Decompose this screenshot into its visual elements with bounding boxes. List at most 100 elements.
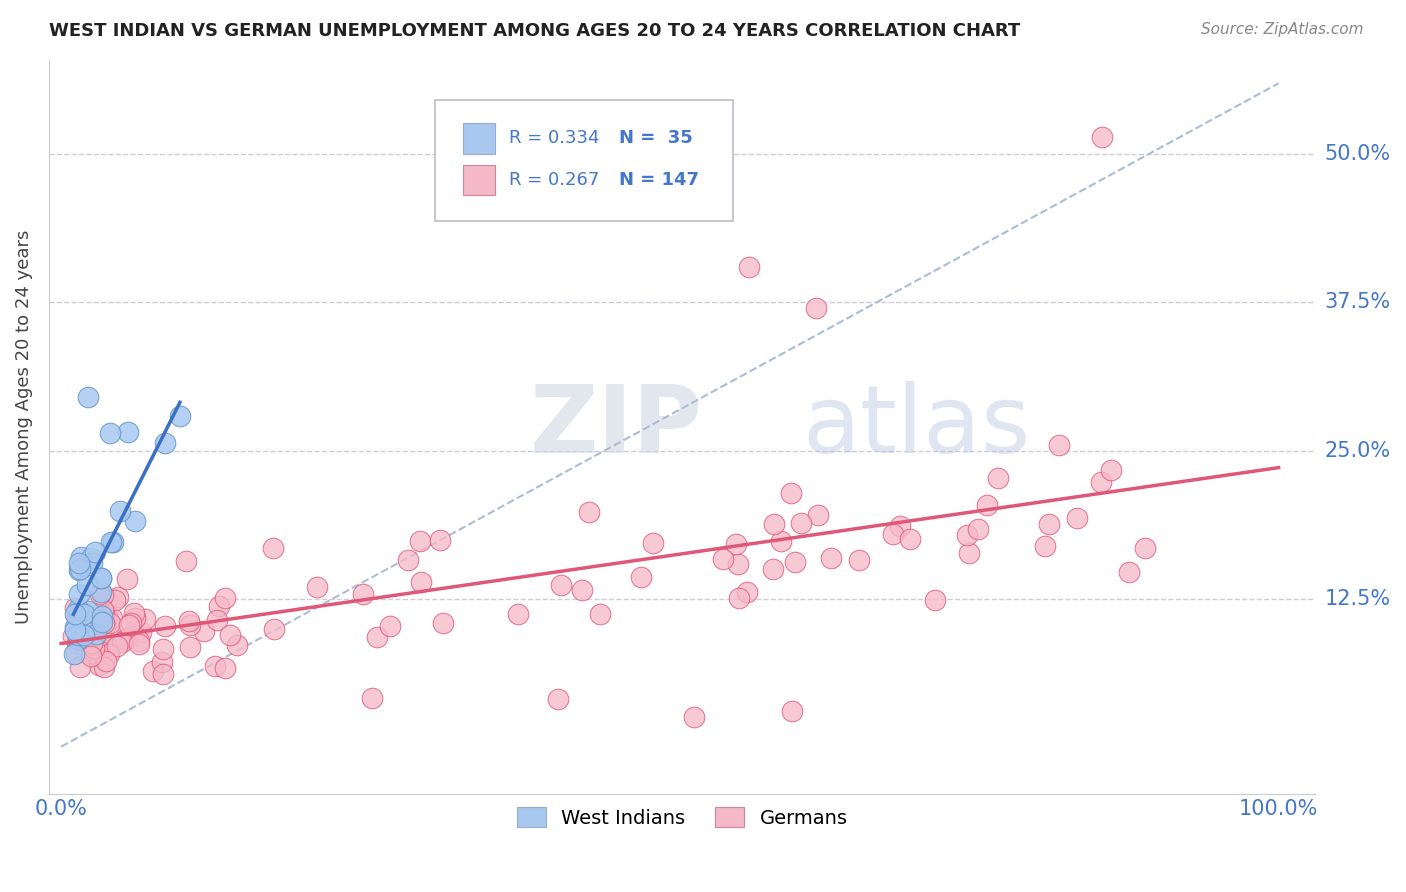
Point [105, 639, 128, 653]
Point [76, 604, 98, 618]
Point [889, 519, 911, 533]
Point [956, 527, 979, 541]
Point [152, 641, 174, 656]
Point [262, 541, 284, 556]
Point [1066, 511, 1088, 525]
Point [93, 659, 115, 673]
Point [73, 607, 96, 622]
Point [63, 620, 86, 634]
Point [153, 436, 176, 450]
Point [506, 607, 529, 622]
Point [683, 710, 706, 724]
Point [80, 556, 103, 570]
Y-axis label: Unemployment Among Ages 20 to 24 years: Unemployment Among Ages 20 to 24 years [15, 229, 32, 624]
Point [589, 607, 612, 622]
Point [89, 587, 111, 601]
Point [779, 486, 801, 500]
Point [66, 610, 89, 624]
Point [214, 591, 236, 606]
Point [84, 544, 107, 558]
Text: 50.0%: 50.0% [1324, 145, 1391, 164]
Point [117, 425, 139, 440]
Point [987, 471, 1010, 485]
Point [79, 620, 101, 634]
Point [727, 557, 749, 571]
Point [98, 643, 121, 657]
Point [1038, 516, 1060, 531]
FancyBboxPatch shape [463, 165, 495, 195]
Point [967, 522, 990, 536]
Point [66, 636, 89, 650]
Point [91, 609, 114, 624]
Point [72, 630, 94, 644]
Point [118, 630, 141, 644]
Point [73, 635, 96, 649]
Point [63, 624, 86, 638]
Point [214, 661, 236, 675]
Text: ZIP: ZIP [530, 381, 703, 473]
Point [578, 505, 600, 519]
Point [118, 618, 141, 632]
Point [94, 655, 117, 669]
Point [77, 390, 100, 404]
Point [63, 600, 86, 615]
Point [1090, 475, 1112, 489]
Point [94, 619, 117, 633]
Point [93, 616, 115, 631]
Point [790, 516, 813, 531]
Point [1091, 129, 1114, 144]
Point [84, 622, 107, 636]
Point [129, 625, 152, 640]
Point [80, 646, 103, 660]
Point [205, 613, 228, 627]
Point [80, 643, 103, 657]
FancyBboxPatch shape [463, 123, 495, 153]
Text: R = 0.267: R = 0.267 [509, 171, 599, 189]
Point [91, 587, 114, 601]
Text: N =  35: N = 35 [619, 129, 693, 147]
Point [77, 626, 100, 640]
Point [378, 619, 401, 633]
Point [848, 553, 870, 567]
Point [114, 632, 136, 647]
Point [79, 550, 101, 565]
Point [75, 625, 97, 640]
Point [882, 526, 904, 541]
Text: WEST INDIAN VS GERMAN UNEMPLOYMENT AMONG AGES 20 TO 24 YEARS CORRELATION CHART: WEST INDIAN VS GERMAN UNEMPLOYMENT AMONG… [49, 22, 1021, 40]
Point [91, 603, 114, 617]
Point [98, 648, 121, 662]
Point [735, 585, 758, 599]
Point [67, 601, 90, 615]
Point [924, 593, 946, 607]
Point [63, 648, 86, 662]
Point [73, 639, 96, 653]
Point [62, 628, 84, 642]
Point [115, 572, 138, 586]
Point [193, 624, 215, 638]
Point [80, 649, 103, 664]
Point [142, 665, 165, 679]
Point [957, 546, 980, 560]
Point [408, 533, 430, 548]
Point [83, 641, 105, 656]
Point [179, 640, 201, 654]
Point [89, 657, 111, 672]
Point [84, 626, 107, 640]
Point [219, 628, 242, 642]
Point [571, 583, 593, 598]
Point [90, 615, 112, 630]
Point [107, 590, 129, 604]
Point [84, 649, 107, 664]
Point [104, 593, 127, 607]
Text: atlas: atlas [803, 381, 1031, 473]
Point [103, 534, 125, 549]
Point [179, 618, 201, 632]
Point [89, 644, 111, 658]
Point [150, 656, 173, 670]
Point [711, 552, 734, 566]
Point [101, 611, 124, 625]
Point [366, 630, 388, 644]
Point [80, 638, 103, 652]
Point [65, 646, 87, 660]
Point [762, 562, 785, 576]
